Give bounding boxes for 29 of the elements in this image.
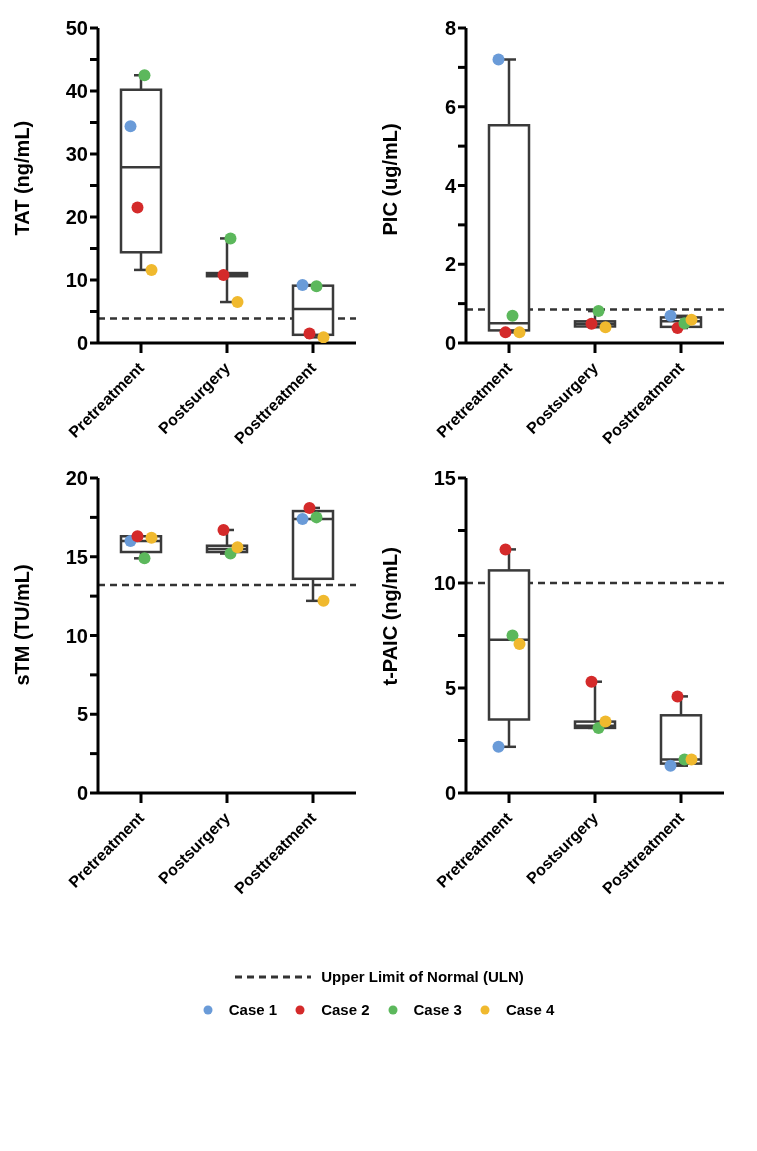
legend-label: Case 3: [413, 1001, 462, 1018]
y-tick-label: 10: [65, 269, 88, 292]
text: Upper Limit of Normal (ULN): [321, 968, 524, 985]
y-tick-label: 4: [444, 174, 457, 197]
y-tick-label: 5: [444, 677, 456, 700]
y-tick-label: 50: [65, 17, 88, 40]
y-tick-label: 15: [65, 545, 88, 568]
y-axis-title: sTM (TU/mL): [11, 564, 34, 686]
y-tick-label: 0: [76, 332, 88, 355]
y-axis-title: t-PAIC (ng/mL): [379, 547, 402, 686]
y-tick-label: 40: [65, 80, 88, 103]
y-axis-title: PIC (ug/mL): [379, 123, 402, 236]
y-tick-label: 20: [65, 206, 88, 229]
legend-label: Case 2: [321, 1001, 370, 1018]
y-tick-label: 10: [433, 572, 456, 595]
legend-label: Case 4: [505, 1001, 555, 1018]
y-tick-label: 0: [76, 782, 88, 805]
legend-label: Case 1: [228, 1001, 278, 1018]
y-tick-label: 5: [76, 703, 88, 726]
y-tick-label: 15: [433, 467, 456, 490]
y-axis-title: TAT (ng/mL): [11, 120, 34, 236]
y-tick-label: 10: [65, 624, 88, 647]
y-tick-label: 8: [444, 17, 456, 40]
y-tick-label: 0: [444, 782, 456, 805]
y-tick-label: 20: [65, 467, 88, 490]
y-tick-label: 0: [444, 332, 456, 355]
y-tick-label: 30: [65, 143, 88, 166]
y-tick-label: 2: [444, 253, 456, 276]
y-tick-label: 6: [444, 95, 456, 118]
